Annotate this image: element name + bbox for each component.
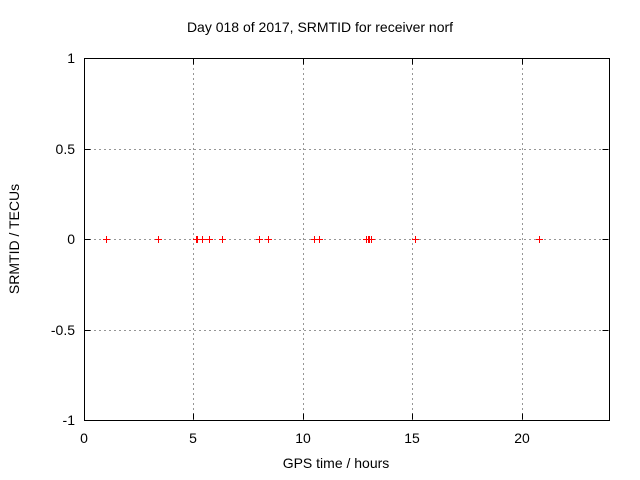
data-point-marker xyxy=(206,236,213,243)
chart-title: Day 018 of 2017, SRMTID for receiver nor… xyxy=(187,19,453,35)
data-point-marker xyxy=(103,236,110,243)
x-axis-label: GPS time / hours xyxy=(283,455,390,471)
data-point-marker xyxy=(199,236,206,243)
x-tick-label: 15 xyxy=(404,430,420,446)
y-tick-labels: -1 -0.5 0 0.5 1 xyxy=(51,50,75,428)
data-points xyxy=(103,236,543,243)
data-point-marker xyxy=(536,236,543,243)
data-point-marker xyxy=(316,236,323,243)
x-tick-label: 10 xyxy=(295,430,311,446)
data-point-marker xyxy=(219,236,226,243)
x-tick-label: 5 xyxy=(189,430,197,446)
data-point-marker xyxy=(412,236,419,243)
data-point-marker xyxy=(368,236,375,243)
y-axis-label: SRMTID / TECUs xyxy=(6,184,22,294)
x-tick-label: 0 xyxy=(80,430,88,446)
x-tick-label: 20 xyxy=(514,430,530,446)
axis-labels: Day 018 of 2017, SRMTID for receiver nor… xyxy=(6,19,530,471)
y-tick-label: 0.5 xyxy=(56,141,76,157)
gridlines xyxy=(84,58,609,421)
y-tick-label: -1 xyxy=(63,412,76,428)
axis-ticks xyxy=(84,58,609,421)
x-tick-labels: 0 5 10 15 20 xyxy=(80,430,530,446)
data-point-marker xyxy=(155,236,162,243)
data-point-marker xyxy=(265,236,272,243)
data-point-marker xyxy=(256,236,263,243)
y-tick-label: 0 xyxy=(67,231,75,247)
y-tick-label: 1 xyxy=(67,50,75,66)
y-tick-label: -0.5 xyxy=(51,322,75,338)
